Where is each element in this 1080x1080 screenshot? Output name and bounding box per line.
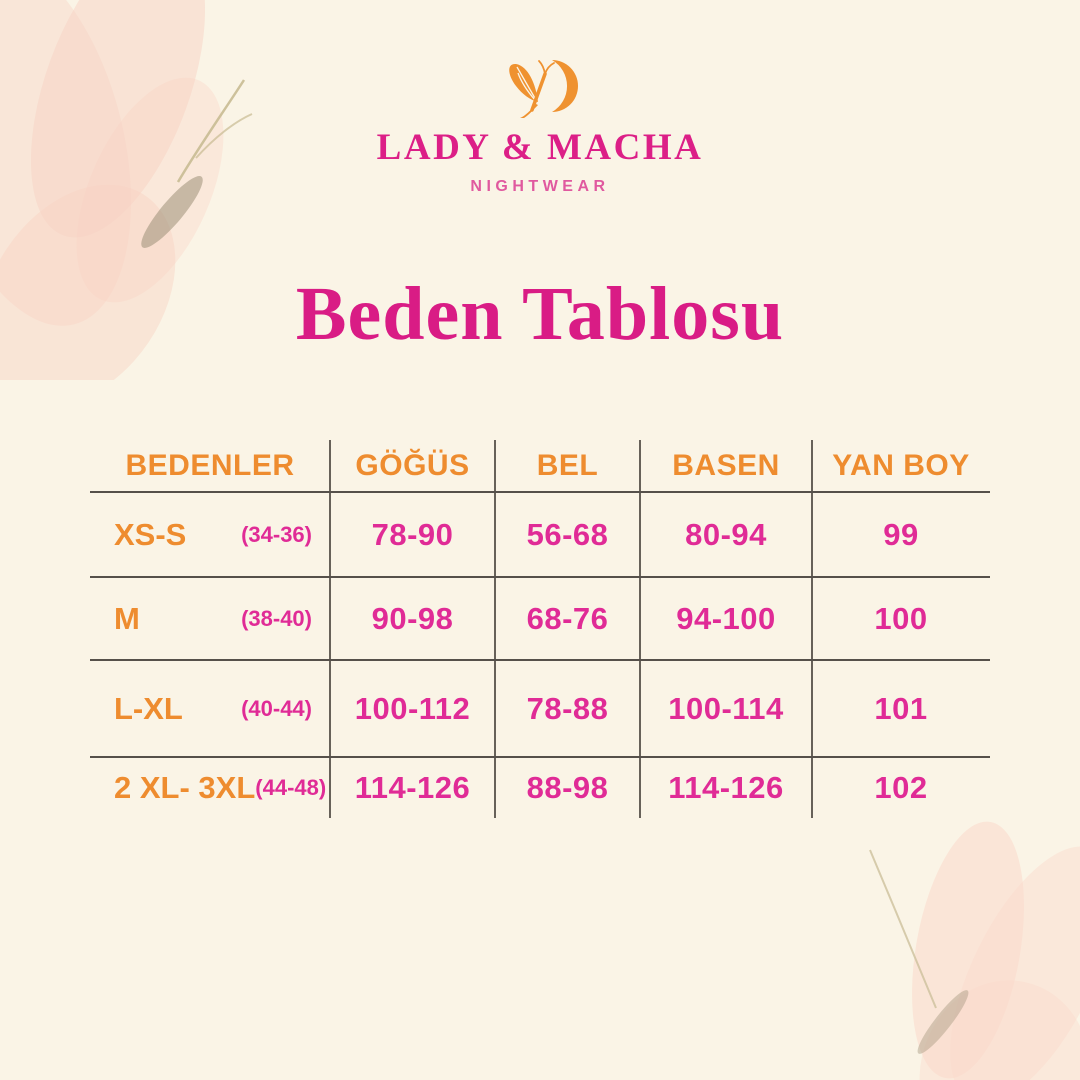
table-row-divider bbox=[90, 756, 990, 758]
brand-header: LADY & MACHA NIGHTWEAR bbox=[0, 58, 1080, 196]
table-row: M (38-40) 90-98 68-76 94-100 100 bbox=[90, 577, 990, 660]
column-header-bedenler: BEDENLER bbox=[125, 449, 295, 482]
table-cell-bel: 68-76 bbox=[526, 600, 609, 636]
size-range-label: (40-44) bbox=[241, 695, 312, 721]
size-label: M bbox=[114, 600, 140, 636]
table-cell-yanboy: 100 bbox=[874, 600, 928, 636]
size-label: XS-S bbox=[114, 516, 187, 552]
column-header-gogus: GÖĞÜS bbox=[355, 449, 470, 482]
table-cell-gogus: 114-126 bbox=[354, 769, 471, 805]
table-cell-yanboy: 99 bbox=[883, 516, 919, 552]
table-row: L-XL (40-44) 100-112 78-88 100-114 101 bbox=[90, 660, 990, 757]
table-column-divider bbox=[329, 440, 331, 818]
size-label: L-XL bbox=[114, 690, 183, 726]
size-cell: M (38-40) bbox=[90, 577, 330, 660]
table-header-row: BEDENLER GÖĞÜS BEL BASEN YAN BOY bbox=[90, 440, 990, 492]
size-range-label: (38-40) bbox=[241, 605, 312, 631]
table-cell-gogus: 100-112 bbox=[354, 690, 471, 726]
size-cell: XS-S (34-36) bbox=[90, 492, 330, 577]
table-row: XS-S (34-36) 78-90 56-68 80-94 99 bbox=[90, 492, 990, 577]
size-range-label: (44-48) bbox=[255, 774, 327, 800]
brand-tagline: NIGHTWEAR bbox=[470, 178, 610, 195]
size-cell: 2 XL- 3XL (44-48) bbox=[90, 757, 330, 818]
table-cell-bel: 56-68 bbox=[526, 516, 609, 552]
table-row: 2 XL- 3XL (44-48) 114-126 88-98 114-126 … bbox=[90, 757, 990, 818]
table-row-divider bbox=[90, 659, 990, 661]
table-row-divider bbox=[90, 491, 990, 493]
size-cell: L-XL (40-44) bbox=[90, 660, 330, 757]
table-column-divider bbox=[639, 440, 641, 818]
table-cell-bel: 88-98 bbox=[526, 769, 609, 805]
table-cell-basen: 100-114 bbox=[668, 690, 784, 726]
table-cell-bel: 78-88 bbox=[526, 690, 609, 726]
brand-name: LADY & MACHA bbox=[376, 127, 704, 168]
table-cell-basen: 114-126 bbox=[668, 769, 784, 805]
butterfly-crescent-logo-icon bbox=[509, 60, 578, 118]
table-cell-basen: 80-94 bbox=[685, 516, 767, 552]
table-cell-gogus: 90-98 bbox=[371, 600, 454, 636]
table-cell-basen: 94-100 bbox=[676, 600, 776, 636]
size-range-label: (34-36) bbox=[241, 521, 312, 547]
table-cell-gogus: 78-90 bbox=[371, 516, 454, 552]
column-header-basen: BASEN bbox=[672, 449, 780, 482]
table-cell-yanboy: 102 bbox=[874, 769, 928, 805]
size-label: 2 XL- 3XL bbox=[114, 769, 256, 805]
butterfly-decoration-bottom-right bbox=[869, 821, 1080, 1080]
column-header-yanboy: YAN BOY bbox=[832, 449, 970, 482]
column-header-bel: BEL bbox=[536, 449, 599, 482]
table-column-divider bbox=[494, 440, 496, 818]
table-cell-yanboy: 101 bbox=[874, 690, 928, 726]
table-column-divider bbox=[811, 440, 813, 818]
table-row-divider bbox=[90, 576, 990, 578]
page-title: Beden Tablosu bbox=[295, 272, 785, 356]
size-table: BEDENLER GÖĞÜS BEL BASEN YAN BOY XS-S (3… bbox=[90, 440, 990, 818]
